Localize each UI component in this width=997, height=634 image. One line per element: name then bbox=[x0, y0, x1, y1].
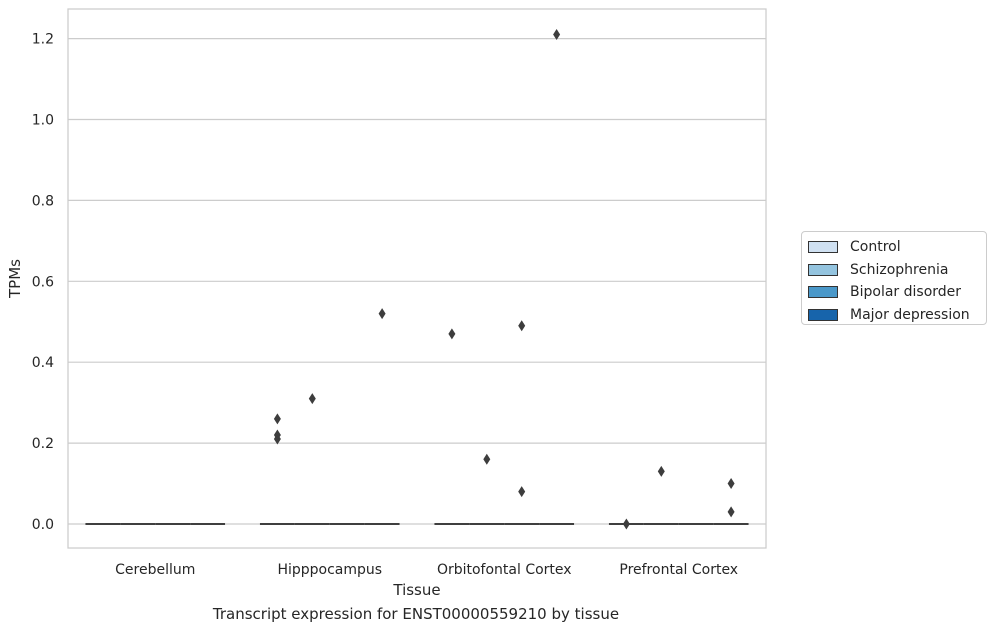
y-axis-ticks: 0.0 0.2 0.4 0.6 0.8 1.0 1.2 bbox=[32, 32, 54, 533]
legend-swatch bbox=[808, 241, 838, 254]
outlier-point bbox=[622, 518, 630, 530]
outlier-point bbox=[378, 308, 386, 320]
outlier-points bbox=[273, 29, 735, 530]
x-tick-label: Hipppocampus bbox=[277, 562, 382, 578]
outlier-point bbox=[657, 465, 665, 477]
legend: Control Schizophrenia Bipolar disorder M… bbox=[801, 231, 987, 325]
plot-frame bbox=[67, 8, 767, 549]
outlier-point bbox=[273, 429, 281, 441]
x-tick-label: Cerebellum bbox=[115, 562, 195, 578]
figure-caption: Transcript expression for ENST0000055921… bbox=[212, 605, 620, 623]
grid bbox=[68, 37, 766, 525]
y-tick-label: 1.0 bbox=[32, 113, 54, 129]
y-tick-label: 1.2 bbox=[32, 32, 54, 48]
outlier-point bbox=[483, 453, 491, 465]
legend-label: Schizophrenia bbox=[850, 261, 949, 278]
y-tick-label: 0.4 bbox=[32, 355, 54, 371]
x-tick-label: Orbitofontal Cortex bbox=[437, 562, 572, 578]
legend-item-major-depression: Major depression bbox=[808, 304, 986, 327]
outlier-point bbox=[727, 506, 735, 518]
legend-item-schizophrenia: Schizophrenia bbox=[808, 259, 986, 282]
x-axis-label: Tissue bbox=[392, 581, 440, 599]
legend-item-control: Control bbox=[808, 236, 986, 259]
outlier-point bbox=[518, 486, 526, 498]
legend-label: Control bbox=[850, 239, 901, 256]
y-axis-label: TPMs bbox=[6, 259, 24, 299]
outlier-point bbox=[273, 413, 281, 425]
legend-label: Major depression bbox=[850, 306, 970, 323]
legend-item-bipolar-disorder: Bipolar disorder bbox=[808, 281, 986, 304]
outlier-point bbox=[553, 29, 561, 41]
y-tick-label: 0.8 bbox=[32, 193, 54, 209]
y-tick-label: 0.0 bbox=[32, 517, 54, 533]
outlier-point bbox=[448, 328, 456, 340]
x-tick-label: Prefrontal Cortex bbox=[619, 562, 738, 578]
x-axis-ticks: Cerebellum Hipppocampus Orbitofontal Corte… bbox=[115, 562, 738, 578]
y-tick-label: 0.6 bbox=[32, 274, 54, 290]
legend-swatch bbox=[808, 286, 838, 299]
outlier-point bbox=[727, 478, 735, 490]
legend-swatch bbox=[808, 263, 838, 276]
legend-label: Bipolar disorder bbox=[850, 284, 962, 301]
outlier-point bbox=[518, 320, 526, 332]
legend-swatch bbox=[808, 308, 838, 321]
outlier-point bbox=[308, 393, 316, 405]
y-tick-label: 0.2 bbox=[32, 436, 54, 452]
